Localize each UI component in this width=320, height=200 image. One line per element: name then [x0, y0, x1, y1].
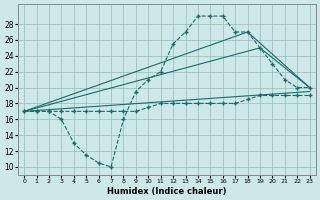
X-axis label: Humidex (Indice chaleur): Humidex (Indice chaleur): [107, 187, 227, 196]
